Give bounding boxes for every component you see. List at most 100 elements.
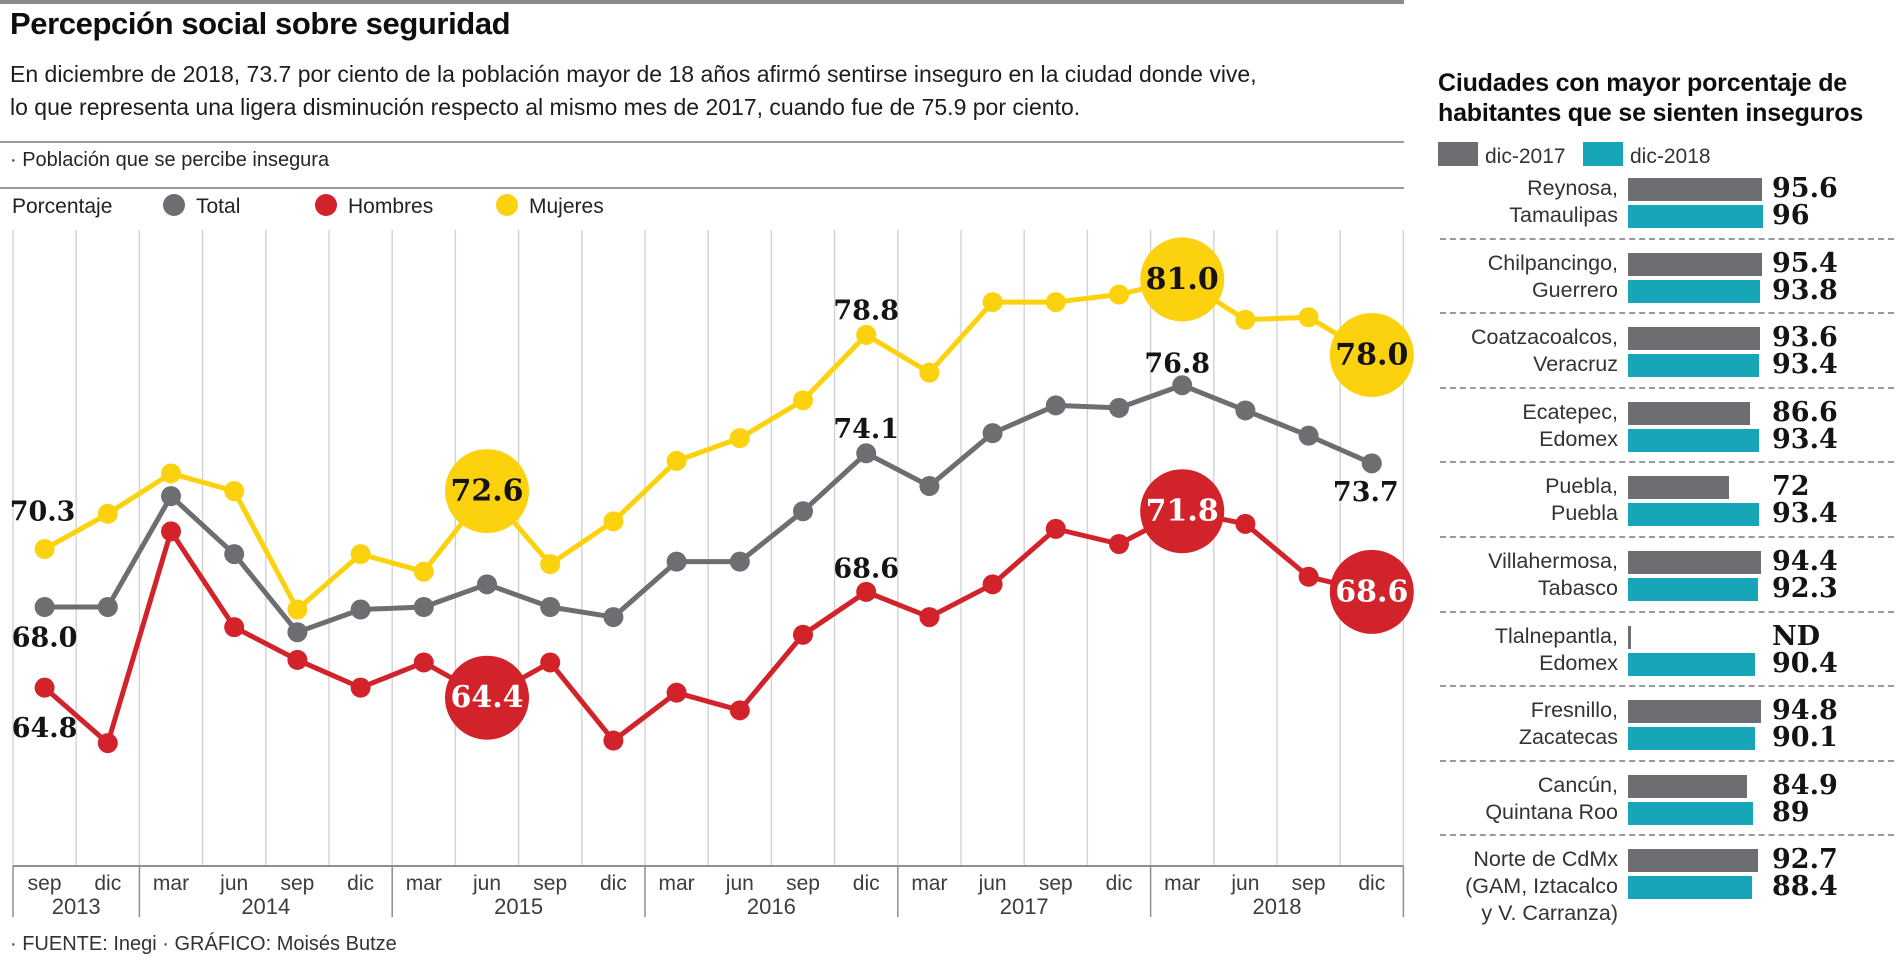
bar-dic-2018 bbox=[1628, 876, 1752, 900]
legend-dot-mujeres bbox=[496, 194, 518, 216]
highlight-bubble bbox=[445, 655, 529, 740]
x-tick-label: mar bbox=[153, 872, 189, 895]
data-point-mujeres bbox=[919, 362, 940, 383]
data-point-total bbox=[729, 551, 750, 572]
year-label: 2013 bbox=[52, 894, 101, 919]
data-point-hombres bbox=[97, 733, 118, 754]
data-point-mujeres bbox=[287, 599, 308, 620]
city-label: Fresnillo, Zacatecas bbox=[1518, 698, 1618, 750]
chart-section-label: · Población que se percibe insegura bbox=[10, 149, 330, 171]
highlight-bubble bbox=[1329, 549, 1414, 634]
bar-value-dic-2017: 94.4 bbox=[1772, 546, 1838, 577]
x-tick-label: jun bbox=[978, 872, 1007, 895]
bubble-value-label: 68.6 bbox=[1335, 574, 1408, 609]
legend-label-dic-2017: dic-2017 bbox=[1485, 145, 1566, 168]
highlight-bubble bbox=[1140, 469, 1225, 554]
x-tick-label: jun bbox=[1230, 872, 1259, 895]
year-label: 2017 bbox=[1000, 894, 1049, 919]
data-point-total bbox=[603, 607, 624, 628]
bar-value-dic-2018: 89 bbox=[1772, 796, 1810, 828]
bar-value-dic-2018: 88.4 bbox=[1772, 871, 1838, 903]
city-label: Coatzacoalcos, Veracruz bbox=[1471, 325, 1618, 377]
data-point-hombres bbox=[287, 649, 308, 670]
data-point-mujeres bbox=[34, 539, 55, 560]
data-point-mujeres bbox=[982, 292, 1003, 313]
bar-dic-2018 bbox=[1628, 578, 1758, 601]
subtitle-line-1: En diciembre de 2018, 73.7 por ciento de… bbox=[10, 61, 1257, 87]
legend-dot-total bbox=[163, 194, 185, 216]
point-value-label: 73.7 bbox=[1333, 477, 1399, 508]
bar-dic-2017 bbox=[1628, 327, 1760, 351]
bar-value-dic-2017: 92.7 bbox=[1772, 844, 1838, 876]
subtitle: En diciembre de 2018, 73.7 por ciento de… bbox=[10, 58, 1257, 124]
data-point-mujeres bbox=[350, 544, 371, 565]
city-row: Chilpancingo, Guerrero 95.4 93.8 bbox=[1438, 237, 1900, 317]
bar-value-dic-2017: 72 bbox=[1772, 471, 1810, 503]
data-point-mujeres bbox=[1298, 307, 1319, 328]
data-point-hombres bbox=[161, 521, 181, 542]
data-point-hombres bbox=[666, 682, 687, 703]
city-label: Chilpancingo, Guerrero bbox=[1487, 250, 1618, 302]
data-point-hombres bbox=[413, 652, 434, 673]
data-point-total bbox=[856, 443, 877, 464]
data-point-hombres bbox=[982, 574, 1003, 595]
source-credit: · FUENTE: Inegi · GRÁFICO: Moisés Butze bbox=[10, 933, 397, 955]
bar-value-dic-2017: 95.4 bbox=[1772, 247, 1838, 279]
data-point-mujeres bbox=[666, 450, 687, 471]
year-label: 2016 bbox=[747, 894, 796, 919]
bar-value-dic-2018: 93.4 bbox=[1772, 423, 1838, 455]
x-tick-label: mar bbox=[1164, 872, 1200, 895]
city-label: Norte de CdMx (GAM, Iztacalco y V. Carranz… bbox=[1465, 847, 1618, 926]
x-tick-label: sep bbox=[786, 872, 820, 895]
highlight-bubble bbox=[1140, 237, 1225, 322]
bar-value-dic-2018: 92.3 bbox=[1772, 573, 1838, 604]
data-point-mujeres bbox=[161, 463, 181, 484]
data-point-hombres bbox=[224, 617, 245, 638]
bar-value-dic-2018: 93.4 bbox=[1772, 349, 1838, 381]
data-point-total bbox=[1109, 397, 1129, 418]
subtitle-line-2: lo que representa una ligera disminución… bbox=[10, 94, 1081, 120]
year-label: 2014 bbox=[241, 894, 290, 919]
point-value-label: 74.1 bbox=[833, 414, 899, 445]
divider-legend-bottom bbox=[0, 0, 1404, 4]
x-tick-label: sep bbox=[1292, 872, 1326, 895]
data-point-mujeres bbox=[1045, 292, 1066, 313]
data-point-total bbox=[350, 599, 371, 620]
city-row: Coatzacoalcos, Veracruz 93.6 93.4 bbox=[1438, 312, 1900, 391]
data-point-total bbox=[982, 423, 1003, 444]
city-row: Villahermosa, Tabasco 94.4 92.3 bbox=[1438, 536, 1900, 615]
data-point-mujeres bbox=[224, 481, 245, 502]
data-point-total bbox=[1298, 425, 1319, 446]
data-point-total bbox=[793, 501, 813, 522]
data-point-hombres bbox=[1235, 513, 1256, 534]
data-point-total bbox=[34, 597, 55, 617]
city-row: Puebla, Puebla 72 93.4 bbox=[1438, 461, 1900, 540]
data-point-mujeres bbox=[1109, 284, 1129, 305]
x-tick-label: mar bbox=[659, 872, 695, 895]
data-point-total bbox=[161, 486, 181, 507]
data-point-total bbox=[540, 597, 561, 617]
data-point-total bbox=[97, 597, 118, 617]
bar-dic-2017 bbox=[1628, 774, 1747, 798]
highlight-bubble bbox=[1329, 313, 1414, 397]
x-tick-label: mar bbox=[911, 872, 947, 895]
x-tick-label: dic bbox=[600, 872, 627, 895]
x-tick-label: sep bbox=[28, 872, 62, 895]
legend-swatch-dic-2017 bbox=[1438, 142, 1478, 166]
y-axis-unit-label: Porcentaje bbox=[12, 195, 113, 218]
bar-dic-2017 bbox=[1628, 625, 1631, 649]
year-label: 2018 bbox=[1253, 894, 1302, 919]
bar-value-dic-2017: 86.6 bbox=[1772, 396, 1838, 428]
bar-dic-2018 bbox=[1628, 354, 1759, 378]
bar-dic-2018 bbox=[1628, 652, 1755, 676]
cities-title-line-1: Ciudades con mayor porcentaje de bbox=[1438, 69, 1847, 97]
data-point-total bbox=[919, 476, 940, 497]
x-tick-label: sep bbox=[280, 872, 314, 895]
data-point-total bbox=[413, 597, 434, 617]
data-point-total bbox=[477, 574, 497, 595]
bubble-value-label: 64.4 bbox=[450, 680, 523, 715]
cities-title-line-2: habitantes que se sienten inseguros bbox=[1438, 99, 1864, 127]
bar-value-dic-2018: 93.8 bbox=[1772, 274, 1838, 306]
data-point-hombres bbox=[1298, 566, 1319, 587]
bubble-value-label: 72.6 bbox=[450, 474, 523, 509]
